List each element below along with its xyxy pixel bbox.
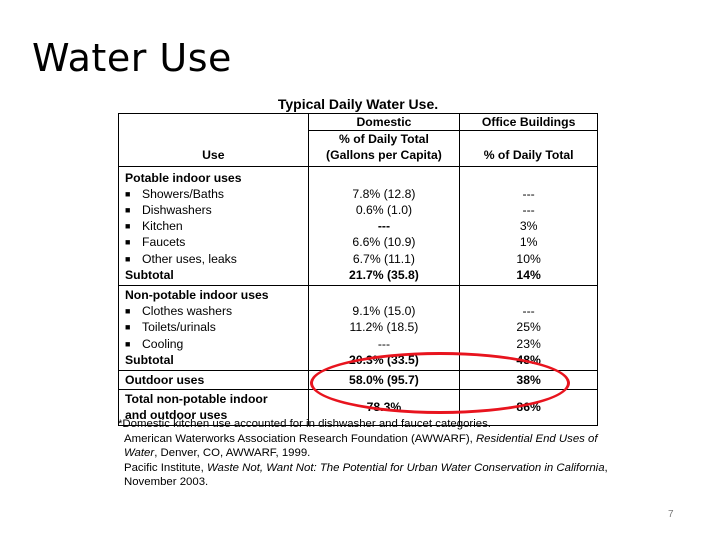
total-use-line1: Total non-potable indoor — [125, 392, 268, 407]
outdoor-domestic: 58.0% (95.7) — [307, 370, 460, 390]
potable-domestic-subtotal: 21.7% (35.8) — [349, 267, 419, 282]
potable-use-0: Showers/Baths — [142, 186, 224, 201]
list-item: ■ Other uses, leaks — [125, 251, 302, 267]
reference-awwarf-title: Residential End Uses of Water — [124, 432, 598, 460]
potable-use-3: Faucets — [142, 235, 186, 250]
footnote-line1: *Domestic kitchen use accounted for in d… — [118, 418, 491, 430]
header-use: Use — [202, 148, 225, 163]
nonpotable-heading: Non-potable indoor uses — [125, 288, 269, 303]
potable-use-1: Dishwashers — [142, 203, 212, 218]
potable-office-subtotal: 14% — [516, 267, 541, 282]
total-domestic: 78.3% — [307, 389, 460, 426]
outdoor-office: 38% — [459, 370, 598, 390]
bullet-icon: ■ — [125, 338, 131, 349]
bullet-icon: ■ — [125, 205, 131, 216]
group-potable: Potable indoor uses ■ Showers/Baths ■ Dish… — [118, 165, 598, 286]
nonpotable-office-subtotal: 48% — [516, 352, 541, 367]
reference-pacific-a: Pacific Institute, — [124, 461, 207, 474]
list-item: ■ Showers/Baths — [125, 186, 302, 202]
list-item: ■ Faucets — [125, 234, 302, 250]
potable-office-3: 1% — [519, 235, 538, 250]
group-nonpotable: Non-potable indoor uses ■ Clothes washers… — [118, 285, 598, 371]
potable-office-1: --- — [522, 203, 535, 218]
reference-pacific-c: , November 2003. — [124, 461, 608, 489]
potable-use-2: Kitchen — [142, 219, 183, 234]
header-domestic-sub: % of Daily Total (Gallons per Capita) — [307, 130, 460, 167]
reference-pacific: Pacific Institute, Waste Not, Want Not: … — [118, 461, 608, 490]
header-row-2: % of Daily Total (Gallons per Capita) % … — [119, 130, 598, 167]
list-item: ■ Clothes washers — [125, 303, 302, 319]
potable-use-4: Other uses, leaks — [142, 251, 237, 266]
nonpotable-use-2: Cooling — [142, 336, 184, 351]
potable-use-cell: Potable indoor uses ■ Showers/Baths ■ Dish… — [118, 165, 309, 286]
total-use: Total non-potable indoor and outdoor use… — [118, 389, 309, 426]
nonpotable-domestic-0: 9.1% (15.0) — [352, 304, 416, 319]
list-item: ■ Kitchen — [125, 218, 302, 234]
bullet-icon: ■ — [125, 221, 131, 232]
potable-domestic-cell: 7.8% (12.8) 0.6% (1.0) --- 6.6% (10.9) 6… — [307, 165, 460, 286]
reference-awwarf-a: American Waterworks Association Research… — [124, 432, 476, 445]
potable-heading: Potable indoor uses — [125, 170, 242, 185]
bullet-icon: ■ — [125, 322, 131, 333]
header-domestic-sub-line1: % of Daily Total — [339, 132, 429, 147]
nonpotable-use-0: Clothes washers — [142, 304, 233, 319]
potable-domestic-2: --- — [377, 219, 391, 234]
nonpotable-domestic-subtotal: 20.3% (33.5) — [349, 352, 419, 367]
potable-office-2: 3% — [519, 219, 538, 234]
bullet-icon: ■ — [125, 237, 131, 248]
total-use-line2: and outdoor uses — [125, 408, 228, 423]
header-row-1: Use Domestic Office Buildings — [119, 113, 598, 162]
potable-office-0: --- — [522, 186, 535, 201]
table-row: Outdoor uses 58.0% (95.7) 38% — [118, 370, 598, 390]
nonpotable-domestic-2: --- — [377, 336, 391, 351]
nonpotable-use-1: Toilets/urinals — [142, 320, 216, 335]
nonpotable-office-2: 23% — [516, 336, 541, 351]
nonpotable-office-cell: --- 25% 23% 48% — [459, 285, 598, 371]
potable-office-cell: --- --- 3% 1% 10% 14% — [459, 165, 598, 286]
page-number: 7 — [668, 509, 674, 520]
outdoor-use: Outdoor uses — [118, 370, 309, 390]
footnote: *Domestic kitchen use accounted for in d… — [118, 417, 608, 490]
nonpotable-subtotal-label: Subtotal — [125, 352, 174, 367]
water-use-table: Use Domestic Office Buildings % of Daily… — [118, 113, 598, 426]
table-row: Total non-potable indoor and outdoor use… — [118, 389, 598, 426]
list-item: ■ Toilets/urinals — [125, 319, 302, 335]
reference-awwarf: American Waterworks Association Research… — [118, 432, 608, 461]
potable-domestic-1: 0.6% (1.0) — [355, 203, 413, 218]
list-item: ■ Cooling — [125, 336, 302, 352]
potable-domestic-3: 6.6% (10.9) — [352, 235, 416, 250]
header-office-sub: % of Daily Total — [459, 130, 598, 167]
header-office-sub-text: % of Daily Total — [483, 148, 574, 163]
header-office: Office Buildings — [459, 113, 598, 131]
reference-awwarf-c: , Denver, CO, AWWARF, 1999. — [154, 447, 311, 460]
nonpotable-domestic-1: 11.2% (18.5) — [349, 320, 419, 335]
table-caption: Typical Daily Water Use. — [277, 96, 439, 112]
list-item: ■ Dishwashers — [125, 202, 302, 218]
bullet-icon: ■ — [125, 253, 131, 264]
reference-pacific-title: Waste Not, Want Not: The Potential for U… — [206, 461, 605, 474]
nonpotable-use-cell: Non-potable indoor uses ■ Clothes washers… — [118, 285, 309, 371]
slide-title: Water Use — [32, 36, 232, 80]
potable-domestic-0: 7.8% (12.8) — [352, 186, 416, 201]
potable-domestic-4: 6.7% (11.1) — [352, 251, 415, 266]
header-domestic-sub-line2: (Gallons per Capita) — [326, 148, 442, 163]
potable-office-4: 10% — [516, 251, 541, 266]
bullet-icon: ■ — [125, 188, 131, 199]
header-domestic: Domestic — [307, 113, 460, 132]
nonpotable-office-1: 25% — [516, 320, 541, 335]
nonpotable-office-0: --- — [522, 304, 535, 319]
potable-subtotal-label: Subtotal — [125, 267, 174, 282]
nonpotable-domestic-cell: 9.1% (15.0) 11.2% (18.5) --- 20.3% (33.5… — [307, 285, 460, 371]
total-office: 86% — [459, 389, 598, 426]
bullet-icon: ■ — [125, 306, 131, 317]
